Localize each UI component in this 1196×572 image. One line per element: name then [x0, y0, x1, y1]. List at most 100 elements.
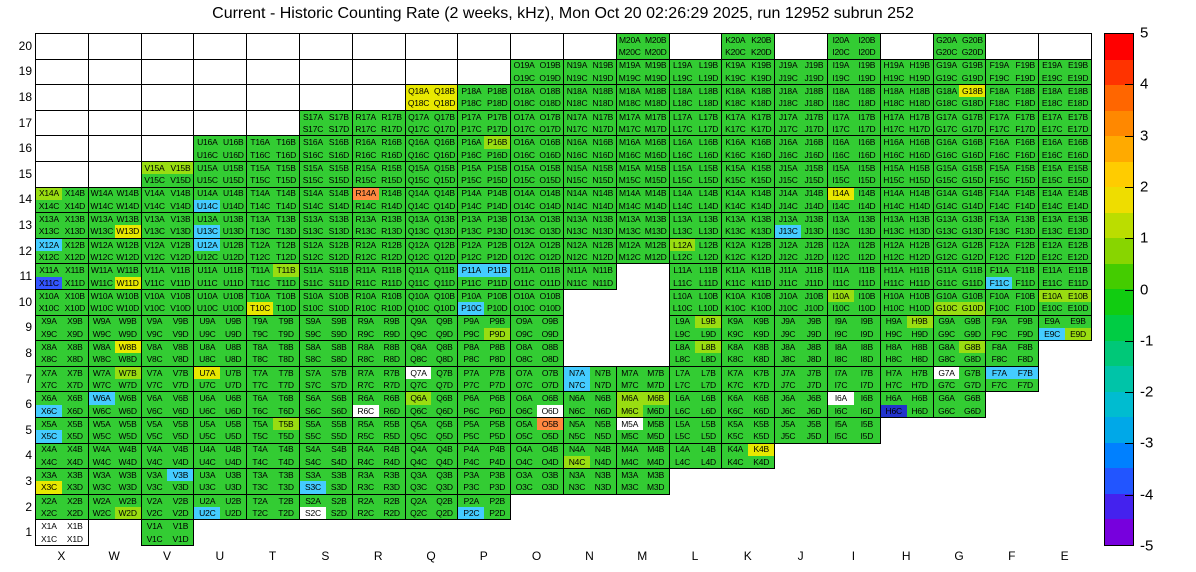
cell-quadrant-I9A: I9A: [828, 315, 854, 328]
cell-quadrant-I16A: I16A: [828, 136, 854, 149]
cell-quadrant-X7A: X7A: [36, 366, 62, 380]
cell-quadrant-N13C: N13C: [564, 225, 590, 238]
cell-K16: K16A K16B K16C K16D: [721, 135, 776, 162]
cell-quadrant-H11B: H11B: [906, 264, 933, 277]
cell-quadrant-G11C: G11C: [933, 276, 960, 289]
cell-quadrant-O16B: O16B: [537, 136, 563, 149]
empty-cell-X20: [35, 33, 89, 60]
cell-quadrant-L16B: L16B: [695, 136, 722, 149]
cell-quadrant-P11D: P11D: [484, 276, 511, 289]
cell-quadrant-K8C: K8C: [722, 353, 749, 366]
cell-quadrant-J15B: J15B: [801, 162, 827, 175]
cell-quadrant-P17C: P17C: [458, 123, 485, 136]
cell-quadrant-M5D: M5D: [642, 430, 669, 443]
empty-cell-V20: [140, 33, 195, 60]
cell-quadrant-S9B: S9B: [325, 315, 352, 328]
cell-quadrant-W11B: W11B: [114, 264, 141, 277]
cell-U3: U3A U3B U3C U3D: [193, 468, 248, 495]
cell-quadrant-K11C: K11C: [722, 276, 749, 289]
cell-quadrant-Q3A: Q3A: [405, 469, 432, 482]
cell-quadrant-R12D: R12D: [378, 251, 405, 264]
cell-quadrant-X8B: X8B: [61, 341, 88, 354]
cell-quadrant-E14D: E14D: [1065, 199, 1091, 213]
cell-quadrant-O18A: O18A: [511, 85, 538, 98]
cell-quadrant-K18B: K18B: [748, 85, 775, 98]
cell-quadrant-H16D: H16D: [906, 148, 933, 161]
empty-cell-X16: [35, 135, 89, 162]
cell-quadrant-J14D: J14D: [801, 199, 827, 213]
cell-quadrant-I9D: I9D: [853, 327, 880, 341]
cell-quadrant-R2C: R2C: [352, 507, 379, 520]
cell-quadrant-L10A: L10A: [669, 290, 696, 303]
cell-quadrant-W5D: W5D: [114, 430, 141, 443]
cell-quadrant-O16A: O16A: [511, 136, 538, 149]
cell-quadrant-Q12A: Q12A: [405, 238, 432, 252]
cell-O17: O17A O17B O17C O17D: [510, 109, 564, 137]
cell-quadrant-N19A: N19A: [564, 59, 590, 72]
cell-quadrant-E9A: E9A: [1039, 315, 1066, 328]
cell-quadrant-G9A: G9A: [933, 315, 960, 328]
cell-quadrant-I18C: I18C: [828, 97, 854, 110]
cell-quadrant-L8B: L8B: [695, 341, 722, 354]
cell-quadrant-X5C: X5C: [36, 430, 62, 443]
y-axis-label-2: 2: [25, 499, 32, 514]
cell-quadrant-E14C: E14C: [1039, 199, 1066, 213]
cell-quadrant-W14C: W14C: [88, 199, 115, 213]
cell-L11: L11A L11B L11C L11D: [668, 263, 723, 290]
cell-quadrant-I15D: I15D: [853, 174, 880, 187]
cell-V6: V6A V6B V6C V6D: [140, 391, 195, 418]
cell-quadrant-I19C: I19C: [828, 71, 854, 85]
cell-quadrant-F12C: F12C: [986, 251, 1013, 264]
cell-quadrant-O11C: O11C: [511, 276, 538, 289]
cell-quadrant-L16C: L16C: [669, 148, 696, 161]
cell-quadrant-S7C: S7C: [300, 379, 326, 392]
cell-S6: S6A S6B S6C S6D: [299, 391, 353, 418]
cell-quadrant-Q17A: Q17A: [405, 110, 432, 124]
cell-quadrant-I18A: I18A: [828, 85, 854, 98]
cell-quadrant-I10A: I10A: [828, 290, 854, 303]
cell-quadrant-I12B: I12B: [853, 238, 880, 252]
cell-quadrant-I13B: I13B: [853, 213, 880, 226]
cell-quadrant-P17B: P17B: [484, 110, 511, 124]
cell-quadrant-S12A: S12A: [300, 238, 326, 252]
cell-quadrant-V12D: V12D: [167, 251, 194, 264]
cell-quadrant-S11D: S11D: [325, 276, 352, 289]
cell-quadrant-K9A: K9A: [722, 315, 749, 328]
cell-I9: I9A I9B I9C I9D: [827, 314, 881, 342]
cell-L10: L10A L10B L10C L10D: [668, 289, 723, 316]
cell-quadrant-T10B: T10B: [273, 290, 299, 303]
cell-quadrant-V10B: V10B: [167, 290, 194, 303]
cell-quadrant-N17C: N17C: [564, 123, 590, 136]
cell-quadrant-U3A: U3A: [194, 469, 221, 482]
cell-quadrant-K19D: K19D: [748, 71, 775, 85]
cell-quadrant-R11A: R11A: [352, 264, 379, 277]
cell-quadrant-T16C: T16C: [247, 148, 274, 161]
cell-quadrant-U6C: U6C: [194, 404, 221, 417]
cell-quadrant-P13B: P13B: [484, 213, 511, 226]
cell-J18: J18A J18B J18C J18D: [774, 84, 828, 111]
cell-quadrant-F15D: F15D: [1012, 174, 1039, 187]
cell-quadrant-O18C: O18C: [511, 97, 538, 110]
cell-quadrant-Q10D: Q10D: [431, 302, 458, 315]
cell-quadrant-M12A: M12A: [616, 238, 643, 252]
x-axis-label-X: X: [57, 549, 66, 563]
colorbar-tick--5: [1125, 545, 1134, 546]
cell-quadrant-N6B: N6B: [589, 392, 616, 405]
cell-W4: W4A W4B W4C W4D: [87, 442, 142, 470]
cell-quadrant-J11A: J11A: [775, 264, 802, 277]
cell-quadrant-S3B: S3B: [325, 469, 352, 482]
cell-quadrant-N14C: N14C: [564, 199, 590, 213]
cell-quadrant-I5A: I5A: [828, 418, 854, 431]
cell-T6: T6A T6B T6C T6D: [246, 391, 300, 418]
cell-quadrant-U9C: U9C: [194, 327, 221, 341]
cell-O13: O13A O13B O13C O13D: [510, 212, 564, 239]
cell-quadrant-I15C: I15C: [828, 174, 854, 187]
cell-quadrant-I6A: I6A: [828, 392, 854, 405]
cell-quadrant-X10C: X10C: [36, 302, 62, 315]
cell-quadrant-M13B: M13B: [642, 213, 669, 226]
cell-quadrant-V6B: V6B: [167, 392, 194, 405]
cell-quadrant-X11A: X11A: [36, 264, 62, 277]
colorbar-segment-9: [1105, 263, 1133, 290]
cell-E12: E12A E12B E12C E12D: [1038, 237, 1092, 265]
cell-quadrant-E11C: E11C: [1039, 276, 1066, 289]
